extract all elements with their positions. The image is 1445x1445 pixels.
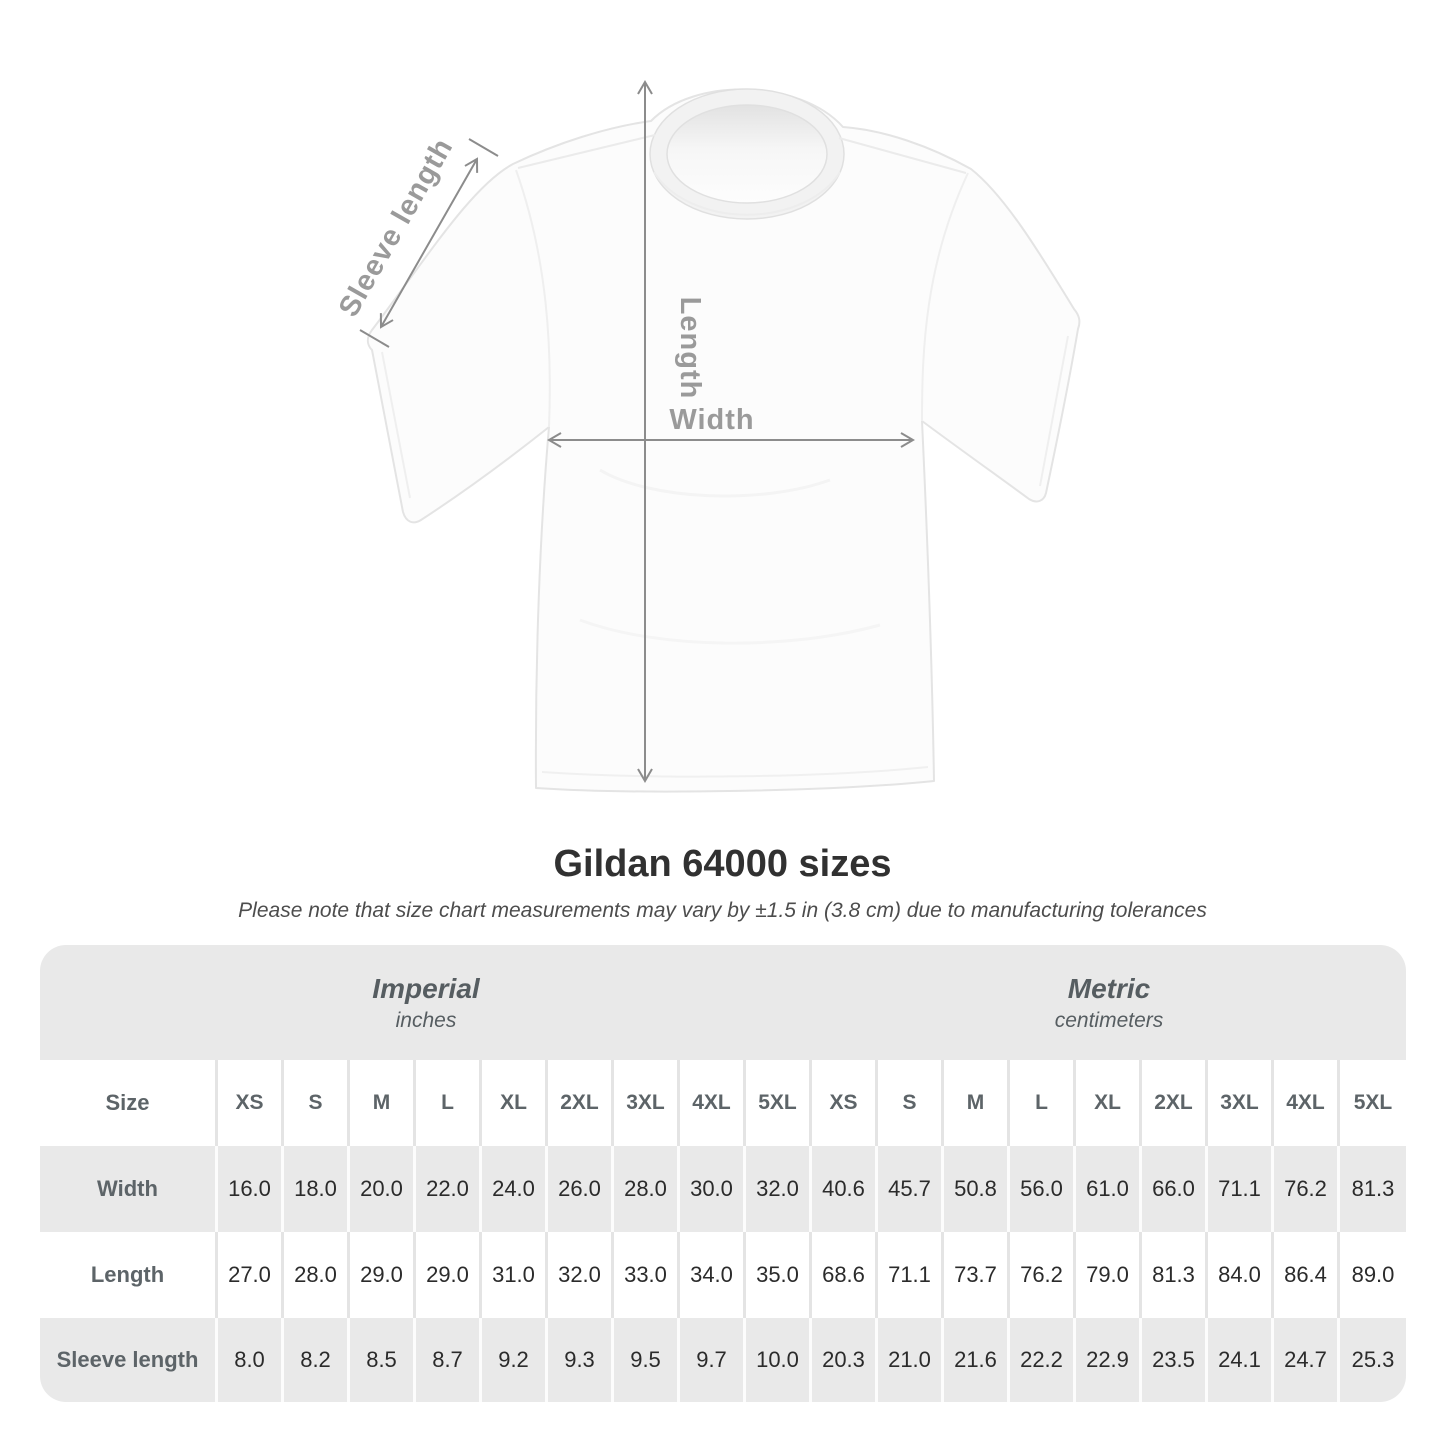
measurement-cell: 21.0 bbox=[878, 1318, 944, 1402]
measurement-cell: 9.5 bbox=[614, 1318, 680, 1402]
measurement-cell: 32.0 bbox=[548, 1232, 614, 1318]
measurement-cell: 20.3 bbox=[812, 1318, 878, 1402]
measurement-cell: 22.0 bbox=[416, 1146, 482, 1232]
measurement-cell: 8.5 bbox=[350, 1318, 416, 1402]
measurement-cell: 8.7 bbox=[416, 1318, 482, 1402]
measurement-cell: 34.0 bbox=[680, 1232, 746, 1318]
measurement-cell: 8.2 bbox=[284, 1318, 350, 1402]
measurement-cell: 32.0 bbox=[746, 1146, 812, 1232]
size-column-header: 2XL bbox=[1142, 1060, 1208, 1146]
table-row-width: Width 16.0 18.0 20.0 22.0 24.0 26.0 28.0 30.0 32… bbox=[40, 1146, 1406, 1232]
measurement-cell: 33.0 bbox=[614, 1232, 680, 1318]
size-column-header: 4XL bbox=[1274, 1060, 1340, 1146]
measurement-cell: 24.1 bbox=[1208, 1318, 1274, 1402]
measurement-cell: 76.2 bbox=[1274, 1146, 1340, 1232]
measurement-cell: 79.0 bbox=[1076, 1232, 1142, 1318]
measurement-cell: 26.0 bbox=[548, 1146, 614, 1232]
measurement-cell: 76.2 bbox=[1010, 1232, 1076, 1318]
measurement-cell: 22.9 bbox=[1076, 1318, 1142, 1402]
size-column-header: M bbox=[944, 1060, 1010, 1146]
row-label-sleeve-length: Sleeve length bbox=[40, 1318, 218, 1402]
width-label: Width bbox=[669, 404, 754, 436]
size-column-header: 5XL bbox=[1340, 1060, 1406, 1146]
measurement-cell: 40.6 bbox=[812, 1146, 878, 1232]
measurement-cell: 56.0 bbox=[1010, 1146, 1076, 1232]
measurement-cell: 29.0 bbox=[350, 1232, 416, 1318]
measurement-cell: 24.0 bbox=[482, 1146, 548, 1232]
size-column-header: L bbox=[1010, 1060, 1076, 1146]
measurement-cell: 21.6 bbox=[944, 1318, 1010, 1402]
metric-group-header: Metric centimeters bbox=[812, 945, 1406, 1060]
tolerance-note: Please note that size chart measurements… bbox=[238, 899, 1207, 922]
page-title: Gildan 64000 sizes bbox=[553, 843, 892, 885]
measurement-cell: 10.0 bbox=[746, 1318, 812, 1402]
tshirt-measurement-diagram: Sleeve length Length Width bbox=[333, 80, 1081, 793]
row-label-width: Width bbox=[40, 1146, 218, 1232]
metric-title: Metric bbox=[1067, 972, 1151, 1004]
measurement-cell: 68.6 bbox=[812, 1232, 878, 1318]
measurement-cell: 18.0 bbox=[284, 1146, 350, 1232]
imperial-group-header: Imperial inches bbox=[40, 945, 812, 1060]
size-column-header: 3XL bbox=[614, 1060, 680, 1146]
table-row-length: Length 27.0 28.0 29.0 29.0 31.0 32.0 33.0 34.0 3… bbox=[40, 1232, 1406, 1318]
size-header-row: Size XS S M L XL 2XL 3XL 4XL 5XL XS S M L XL 2XL 3XL 4XL… bbox=[40, 1060, 1406, 1146]
size-column-header: L bbox=[416, 1060, 482, 1146]
measurement-cell: 81.3 bbox=[1142, 1232, 1208, 1318]
size-table: Imperial inches Metric centimeters Size … bbox=[40, 945, 1406, 1402]
measurement-cell: 35.0 bbox=[746, 1232, 812, 1318]
measurement-cell: 89.0 bbox=[1340, 1232, 1406, 1318]
measurement-cell: 61.0 bbox=[1076, 1146, 1142, 1232]
measurement-cell: 73.7 bbox=[944, 1232, 1010, 1318]
measurement-cell: 28.0 bbox=[284, 1232, 350, 1318]
measurement-cell: 22.2 bbox=[1010, 1318, 1076, 1402]
size-column-header: XS bbox=[218, 1060, 284, 1146]
size-column-header: XS bbox=[812, 1060, 878, 1146]
size-column-header: M bbox=[350, 1060, 416, 1146]
table-row-sleeve-length: Sleeve length 8.0 8.2 8.5 8.7 9.2 9.3 9.5 9.7 10… bbox=[40, 1318, 1406, 1402]
measurement-cell: 50.8 bbox=[944, 1146, 1010, 1232]
measurement-cell: 9.2 bbox=[482, 1318, 548, 1402]
measurement-cell: 16.0 bbox=[218, 1146, 284, 1232]
size-header-label: Size bbox=[40, 1060, 218, 1146]
size-column-header: XL bbox=[1076, 1060, 1142, 1146]
size-column-header: 5XL bbox=[746, 1060, 812, 1146]
measurement-cell: 45.7 bbox=[878, 1146, 944, 1232]
row-label-length: Length bbox=[40, 1232, 218, 1318]
measurement-cell: 81.3 bbox=[1340, 1146, 1406, 1232]
measurement-cell: 71.1 bbox=[878, 1232, 944, 1318]
measurement-cell: 24.7 bbox=[1274, 1318, 1340, 1402]
sleeve-length-arrow bbox=[359, 138, 499, 348]
size-column-header: S bbox=[878, 1060, 944, 1146]
size-column-header: S bbox=[284, 1060, 350, 1146]
neck-opening bbox=[667, 105, 827, 203]
measurement-cell: 8.0 bbox=[218, 1318, 284, 1402]
measurement-cell: 25.3 bbox=[1340, 1318, 1406, 1402]
measurement-cell: 9.7 bbox=[680, 1318, 746, 1402]
unit-group-row: Imperial inches Metric centimeters bbox=[40, 945, 1406, 1060]
size-column-header: 4XL bbox=[680, 1060, 746, 1146]
imperial-title: Imperial bbox=[372, 972, 480, 1004]
measurement-cell: 20.0 bbox=[350, 1146, 416, 1232]
measurement-cell: 84.0 bbox=[1208, 1232, 1274, 1318]
measurement-cell: 71.1 bbox=[1208, 1146, 1274, 1232]
measurement-cell: 27.0 bbox=[218, 1232, 284, 1318]
measurement-cell: 23.5 bbox=[1142, 1318, 1208, 1402]
measurement-cell: 29.0 bbox=[416, 1232, 482, 1318]
measurement-cell: 86.4 bbox=[1274, 1232, 1340, 1318]
collar bbox=[649, 88, 845, 220]
measurement-cell: 30.0 bbox=[680, 1146, 746, 1232]
size-column-header: 3XL bbox=[1208, 1060, 1274, 1146]
measurement-cell: 66.0 bbox=[1142, 1146, 1208, 1232]
measurement-cell: 28.0 bbox=[614, 1146, 680, 1232]
imperial-unit: inches bbox=[395, 1008, 457, 1032]
metric-unit: centimeters bbox=[1054, 1008, 1164, 1032]
size-column-header: 2XL bbox=[548, 1060, 614, 1146]
measurement-cell: 31.0 bbox=[482, 1232, 548, 1318]
length-label: Length bbox=[674, 297, 706, 400]
measurement-cell: 9.3 bbox=[548, 1318, 614, 1402]
size-column-header: XL bbox=[482, 1060, 548, 1146]
